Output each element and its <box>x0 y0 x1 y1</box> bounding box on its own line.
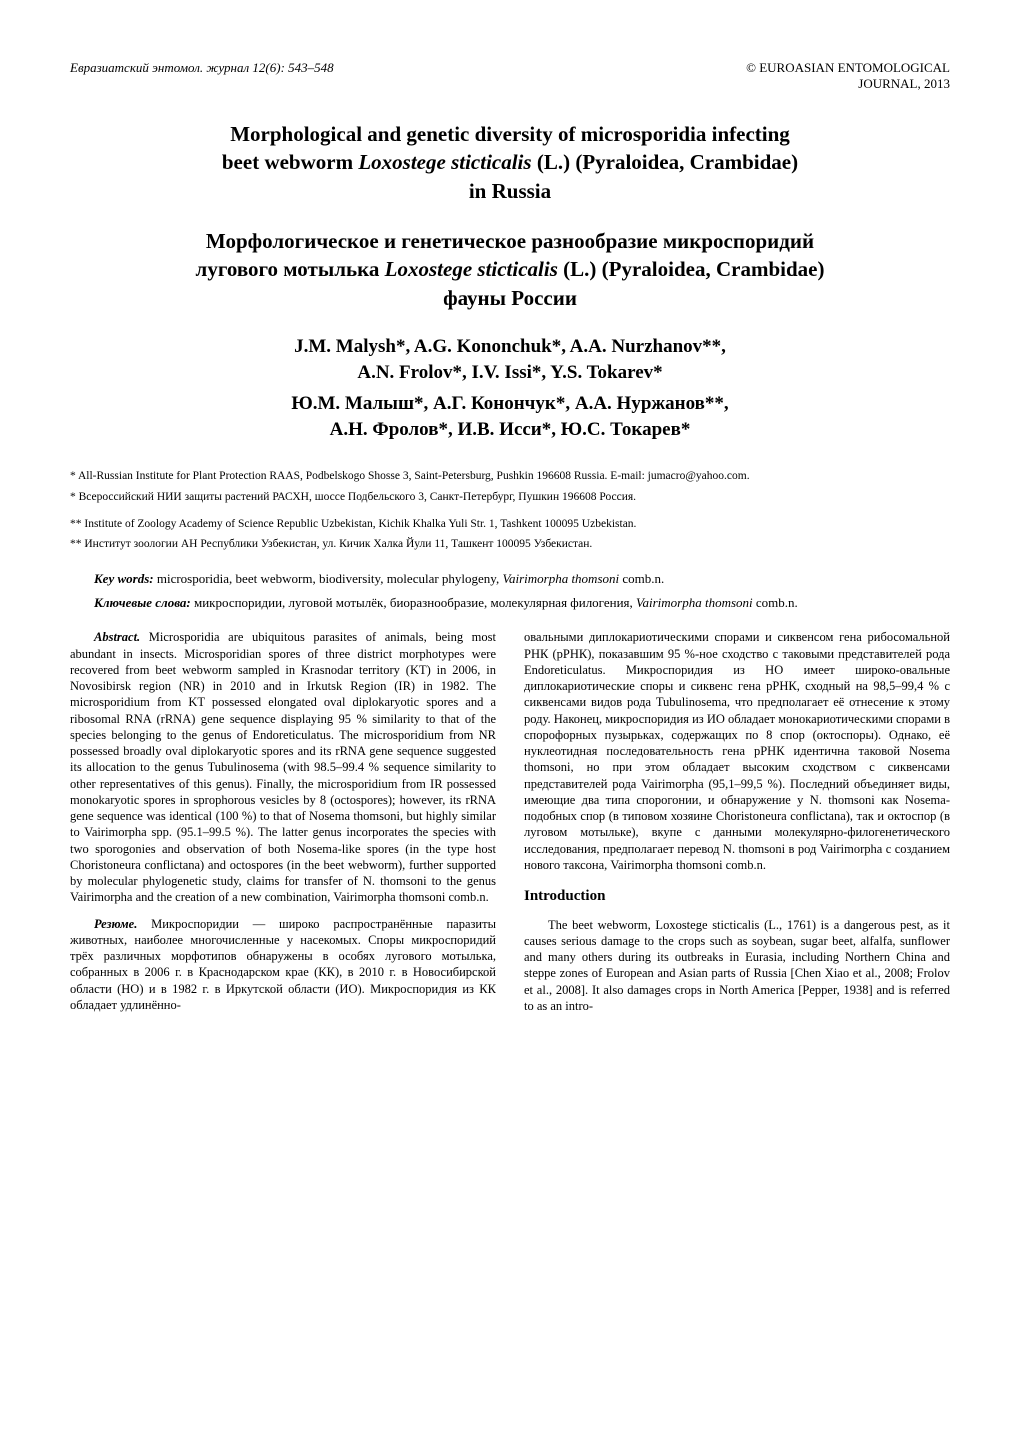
authors-ru-line1: Ю.М. Малыш*, А.Г. Конончук*, А.А. Нуржан… <box>291 393 728 414</box>
affiliation-2-ru: ** Институт зоологии АН Республики Узбек… <box>70 537 950 552</box>
affiliations-block: * All-Russian Institute for Plant Protec… <box>70 469 950 553</box>
abstract-ru-label: Резюме. <box>94 917 137 931</box>
title-en-line3: in Russia <box>469 179 551 203</box>
keywords-en-text: microsporidia, beet webworm, biodiversit… <box>154 571 503 586</box>
keywords-ru-post: comb.n. <box>753 595 798 610</box>
abstract-en-para: Abstract. Microsporidia are ubiquitous p… <box>70 629 496 905</box>
title-ru-line2-pre: лугового мотылька <box>196 257 385 281</box>
keywords-en-post: comb.n. <box>619 571 664 586</box>
journal-year: JOURNAL, 2013 <box>746 76 950 92</box>
journal-copyright-block: © EUROASIAN ENTOMOLOGICAL JOURNAL, 2013 <box>746 60 950 92</box>
abstract-ru-para: Резюме. Микроспоридии — широко распростр… <box>70 916 496 1014</box>
introduction-heading: Introduction <box>524 887 950 907</box>
keywords-ru: Ключевые слова: микроспоридии, луговой м… <box>70 594 950 612</box>
copyright-line: © EUROASIAN ENTOMOLOGICAL <box>746 60 950 76</box>
abstract-ru-text: Микроспоридии — широко распространённые … <box>70 917 496 1012</box>
authors-russian: Ю.М. Малыш*, А.Г. Конончук*, А.А. Нуржан… <box>70 391 950 442</box>
abstract-ru-continued: овальными диплокариотическими спорами и … <box>524 629 950 873</box>
two-column-body: Abstract. Microsporidia are ubiquitous p… <box>70 629 950 1024</box>
title-ru-species: Loxostege sticticalis <box>385 257 558 281</box>
introduction-para: The beet webworm, Loxostege sticticalis … <box>524 917 950 1015</box>
authors-en-line1: J.M. Malysh*, A.G. Kononchuk*, A.A. Nurz… <box>294 336 726 357</box>
affiliation-1-ru: * Всероссийский НИИ защиты растений РАСХ… <box>70 490 950 505</box>
keywords-ru-text: микроспоридии, луговой мотылёк, биоразно… <box>191 595 636 610</box>
title-ru-line3: фауны России <box>443 286 577 310</box>
affiliation-1-en: * All-Russian Institute for Plant Protec… <box>70 469 950 484</box>
authors-ru-line2: А.Н. Фролов*, И.В. Исси*, Ю.С. Токарев* <box>330 419 691 440</box>
authors-en-line2: A.N. Frolov*, I.V. Issi*, Y.S. Tokarev* <box>357 362 662 383</box>
abstract-en-text: Microsporidia are ubiquitous parasites o… <box>70 630 496 904</box>
keywords-en-label: Key words: <box>94 571 154 586</box>
title-english: Morphological and genetic diversity of m… <box>70 120 950 205</box>
title-en-line2-post: (L.) (Pyraloidea, Crambidae) <box>532 150 799 174</box>
title-en-line1: Morphological and genetic diversity of m… <box>230 122 790 146</box>
abstract-en-label: Abstract. <box>94 630 140 644</box>
journal-header: Евразиатский энтомол. журнал 12(6): 543–… <box>70 60 950 92</box>
right-column: овальными диплокариотическими спорами и … <box>524 629 950 1024</box>
keywords-ru-taxon: Vairimorpha thomsoni <box>636 595 753 610</box>
keywords-ru-label: Ключевые слова: <box>94 595 191 610</box>
keywords-en-taxon: Vairimorpha thomsoni <box>502 571 619 586</box>
keywords-block: Key words: microsporidia, beet webworm, … <box>70 570 950 611</box>
journal-citation: Евразиатский энтомол. журнал 12(6): 543–… <box>70 60 334 92</box>
title-ru-line1: Морфологическое и генетическое разнообра… <box>206 229 814 253</box>
title-en-species: Loxostege sticticalis <box>358 150 531 174</box>
title-russian: Морфологическое и генетическое разнообра… <box>70 227 950 312</box>
keywords-en: Key words: microsporidia, beet webworm, … <box>70 570 950 588</box>
title-ru-line2-post: (L.) (Pyraloidea, Crambidae) <box>558 257 825 281</box>
left-column: Abstract. Microsporidia are ubiquitous p… <box>70 629 496 1024</box>
title-en-line2-pre: beet webworm <box>222 150 358 174</box>
authors-english: J.M. Malysh*, A.G. Kononchuk*, A.A. Nurz… <box>70 334 950 385</box>
affiliation-2-en: ** Institute of Zoology Academy of Scien… <box>70 517 950 532</box>
